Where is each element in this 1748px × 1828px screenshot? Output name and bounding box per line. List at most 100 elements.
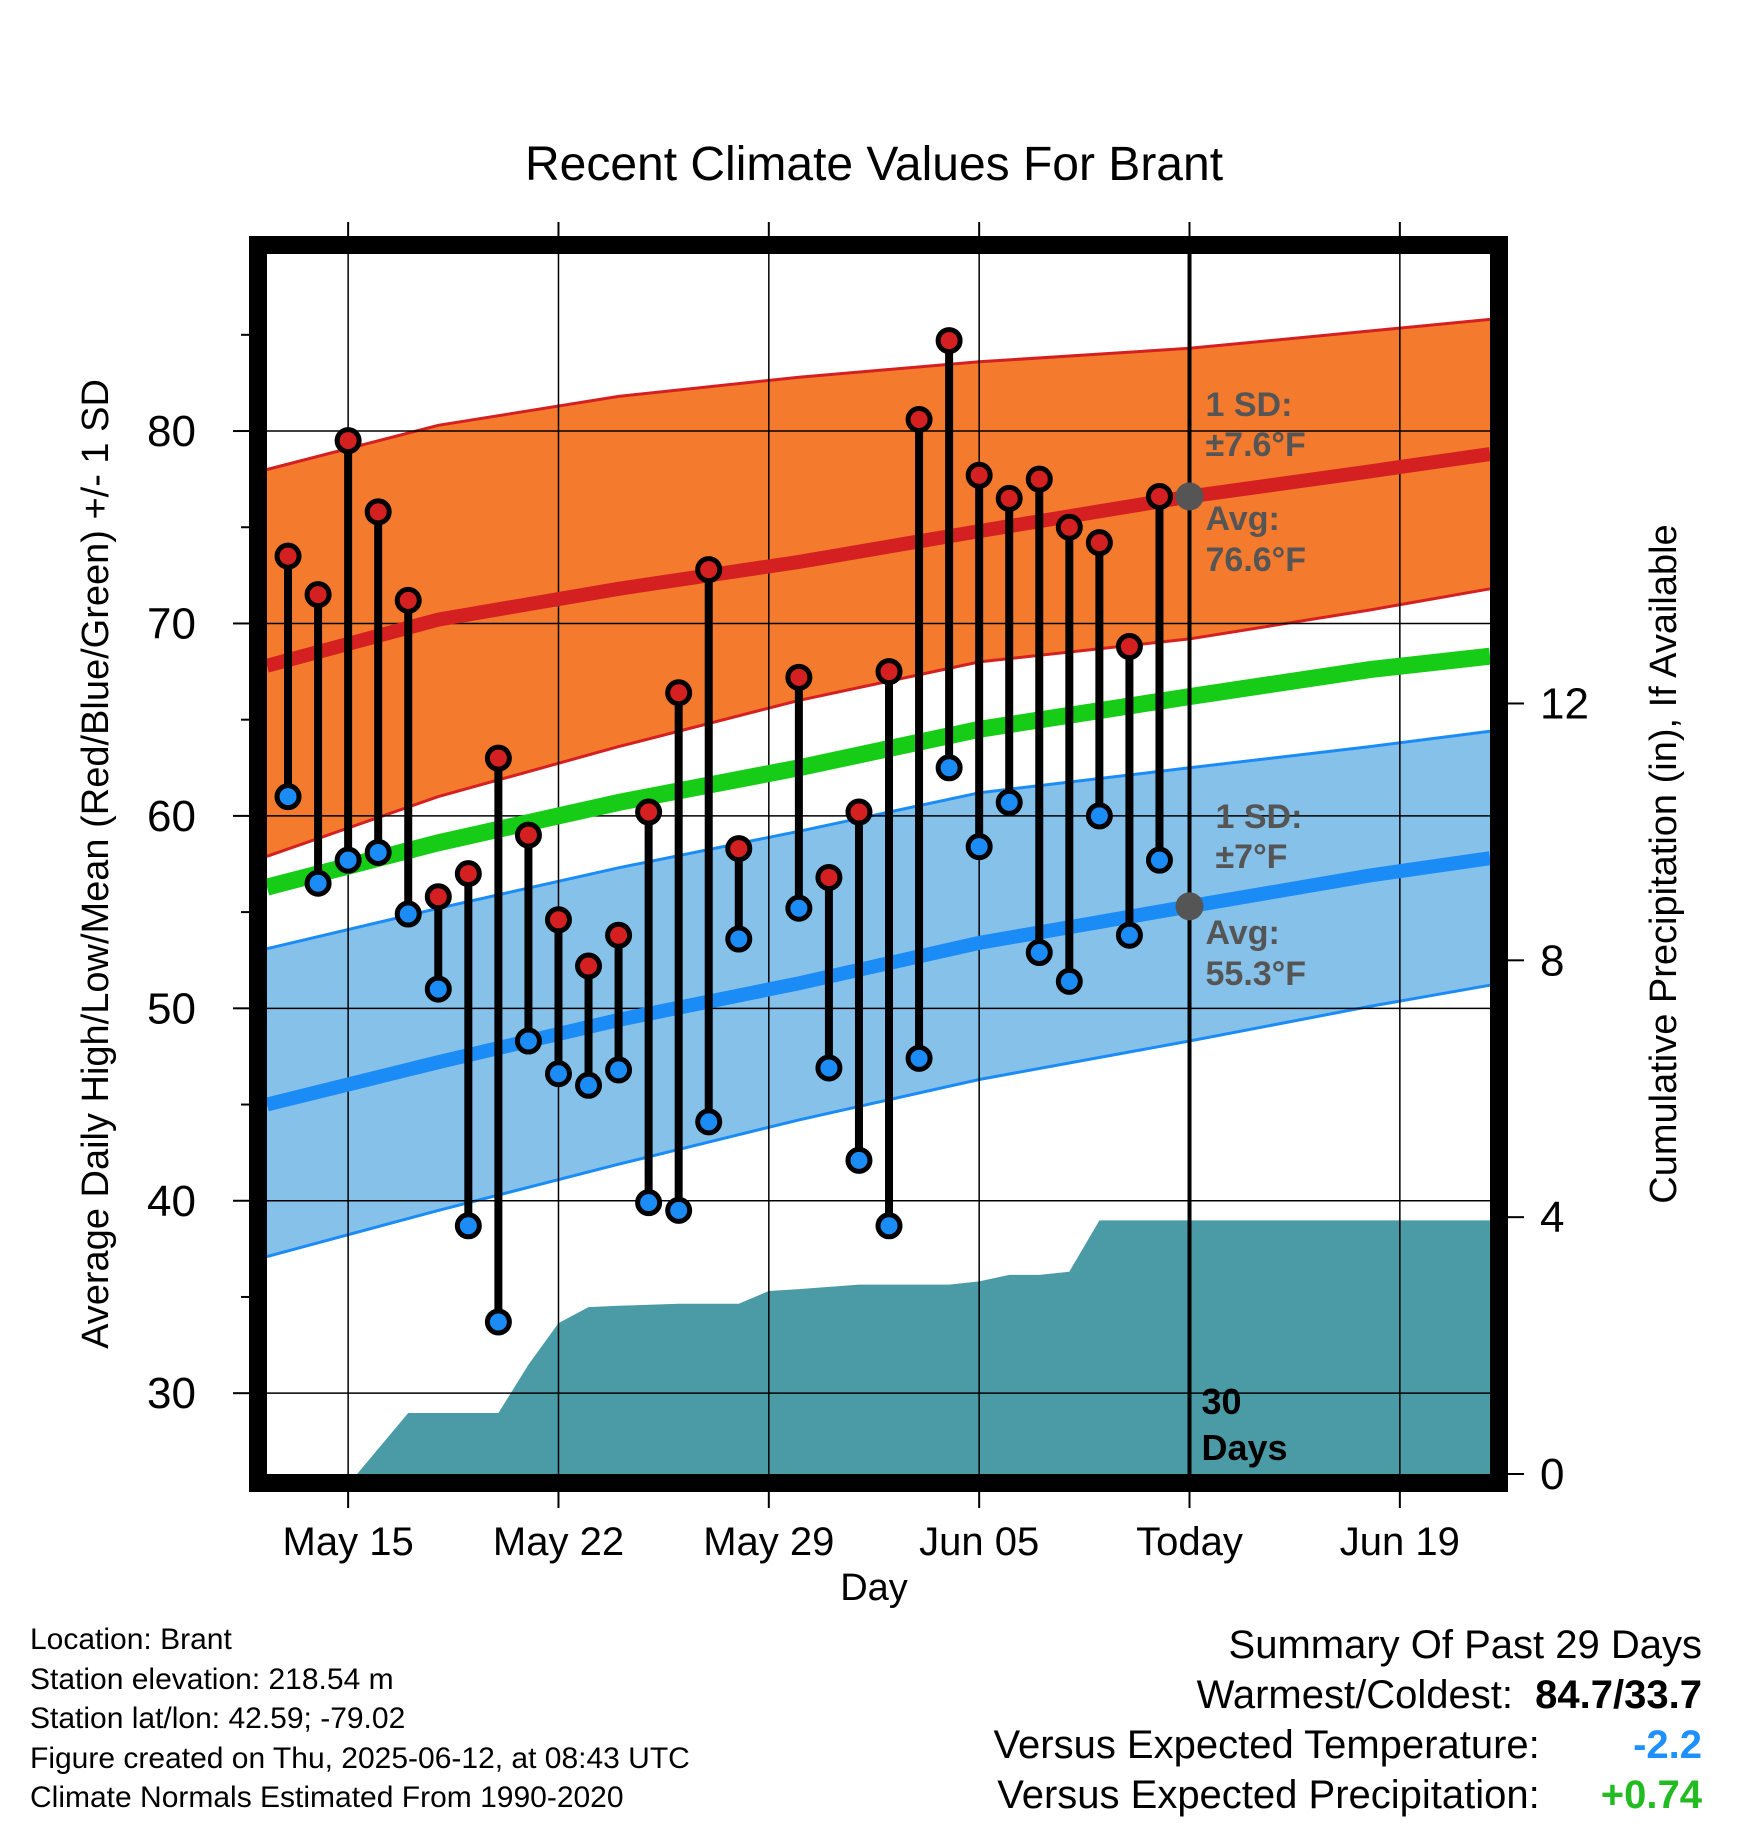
daily-low-marker xyxy=(725,925,753,953)
daily-high-marker xyxy=(995,484,1023,512)
daily-low-marker xyxy=(695,1108,723,1136)
daily-high-marker xyxy=(514,821,542,849)
high-avg-label: Avg: xyxy=(1206,500,1280,538)
daily-low-marker xyxy=(665,1196,693,1224)
low-avg-today-dot xyxy=(1175,892,1204,921)
daily-high-marker xyxy=(875,658,903,686)
temp-label: Versus Expected Temperature: xyxy=(993,1723,1540,1767)
y2-tick-label: 12 xyxy=(1540,679,1589,728)
daily-high-marker xyxy=(334,427,362,455)
latlon-text: Station lat/lon: 42.59; -79.02 xyxy=(30,1702,406,1735)
low-avg-value: 55.3°F xyxy=(1206,955,1307,993)
daily-low-marker xyxy=(785,894,813,922)
x-tick-label: May 29 xyxy=(703,1520,834,1564)
y-tick-label: 30 xyxy=(147,1369,196,1418)
daily-high-marker xyxy=(635,798,663,826)
daily-low-marker xyxy=(635,1189,663,1217)
daily-low-marker xyxy=(454,1212,482,1240)
daily-low-marker xyxy=(845,1146,873,1174)
precip-label: Versus Expected Precipitation: xyxy=(997,1773,1540,1817)
daily-high-marker xyxy=(785,663,813,691)
daily-high-marker xyxy=(364,498,392,526)
low-sd-band xyxy=(267,731,1490,1257)
high-sd-label: 1 SD: xyxy=(1206,386,1293,424)
daily-low-marker xyxy=(605,1056,633,1084)
summary-title: Summary Of Past 29 Days xyxy=(1228,1623,1702,1667)
daily-high-marker xyxy=(575,952,603,980)
y2-tick-label: 4 xyxy=(1540,1193,1564,1242)
high-avg-today-dot xyxy=(1175,482,1204,511)
summary-temp: Versus Expected Temperature: -2.2 xyxy=(994,1720,1702,1770)
daily-low-marker xyxy=(274,783,302,811)
daily-high-marker xyxy=(665,679,693,707)
daily-high-marker xyxy=(454,860,482,888)
daily-high-marker xyxy=(1025,465,1053,493)
daily-high-marker xyxy=(1085,529,1113,557)
daily-high-marker xyxy=(544,906,572,934)
summary-panel: Summary Of Past 29 Days Warmest/Coldest:… xyxy=(994,1620,1702,1820)
daily-low-marker xyxy=(1085,802,1113,830)
summary-warm-cold: Warmest/Coldest: 84.7/33.7 xyxy=(994,1670,1702,1720)
x-tick-label: May 15 xyxy=(283,1520,414,1564)
y-tick-label: 70 xyxy=(147,599,196,648)
daily-low-marker xyxy=(1025,939,1053,967)
daily-high-marker xyxy=(304,581,332,609)
y-axis-label: Average Daily High/Low/Mean (Red/Blue/Gr… xyxy=(75,379,117,1349)
warm-cold-value: 84.7/33.7 xyxy=(1535,1673,1702,1717)
period-number: 30 xyxy=(1202,1381,1242,1422)
warm-cold-label: Warmest/Coldest: xyxy=(1196,1673,1513,1717)
daily-low-marker xyxy=(905,1044,933,1072)
daily-high-marker xyxy=(725,835,753,863)
climate-chart: Recent Climate Values For Brant 1 SD:±7.… xyxy=(75,138,1685,1609)
x-tick-label: May 22 xyxy=(493,1520,624,1564)
temp-value: -2.2 xyxy=(1633,1723,1702,1767)
daily-high-marker xyxy=(815,863,843,891)
low-sd-value: ±7°F xyxy=(1216,838,1288,876)
high-sd-value: ±7.6°F xyxy=(1206,426,1306,464)
high-avg-value: 76.6°F xyxy=(1206,541,1307,579)
daily-low-marker xyxy=(334,846,362,874)
station-info: Location: Brant Station elevation: 218.5… xyxy=(30,1620,690,1818)
y2-axis-label: Cumulative Precipitation (in), If Availa… xyxy=(1643,524,1685,1203)
daily-low-marker xyxy=(514,1027,542,1055)
normals-text: Climate Normals Estimated From 1990-2020 xyxy=(30,1781,624,1814)
high-upper-line xyxy=(266,317,1491,471)
daily-high-marker xyxy=(965,461,993,489)
daily-high-marker xyxy=(394,586,422,614)
summary-precip: Versus Expected Precipitation: +0.74 xyxy=(994,1770,1702,1820)
x-tick-label: Jun 19 xyxy=(1340,1520,1460,1564)
y2-tick-label: 8 xyxy=(1540,936,1564,985)
daily-low-marker xyxy=(544,1060,572,1088)
x-axis-label: Day xyxy=(840,1567,908,1609)
y-tick-label: 40 xyxy=(147,1177,196,1226)
daily-low-marker xyxy=(815,1054,843,1082)
daily-low-marker xyxy=(304,869,332,897)
daily-high-marker xyxy=(905,405,933,433)
daily-high-marker xyxy=(845,798,873,826)
daily-high-marker xyxy=(1115,633,1143,661)
daily-low-marker xyxy=(1055,967,1083,995)
y-tick-label: 50 xyxy=(147,984,196,1033)
daily-low-marker xyxy=(424,975,452,1003)
location-text: Location: Brant xyxy=(30,1623,232,1656)
daily-low-marker xyxy=(1145,846,1173,874)
daily-high-marker xyxy=(935,327,963,355)
daily-low-marker xyxy=(935,754,963,782)
daily-low-marker xyxy=(875,1212,903,1240)
low-sd-label: 1 SD: xyxy=(1216,798,1303,836)
period-unit: Days xyxy=(1202,1427,1288,1468)
daily-low-marker xyxy=(965,833,993,861)
daily-low-marker xyxy=(364,838,392,866)
daily-high-marker xyxy=(424,883,452,911)
y-tick-label: 80 xyxy=(147,407,196,456)
daily-low-marker xyxy=(995,788,1023,816)
created-text: Figure created on Thu, 2025-06-12, at 08… xyxy=(30,1741,690,1775)
daily-high-marker xyxy=(605,921,633,949)
plot-frame xyxy=(249,236,1508,1492)
daily-high-marker xyxy=(695,556,723,584)
daily-low-marker xyxy=(484,1308,512,1336)
y2-tick-label: 0 xyxy=(1540,1450,1564,1499)
high-avg-line xyxy=(265,447,1491,673)
elevation-text: Station elevation: 218.54 m xyxy=(30,1662,394,1696)
daily-high-marker xyxy=(274,542,302,570)
